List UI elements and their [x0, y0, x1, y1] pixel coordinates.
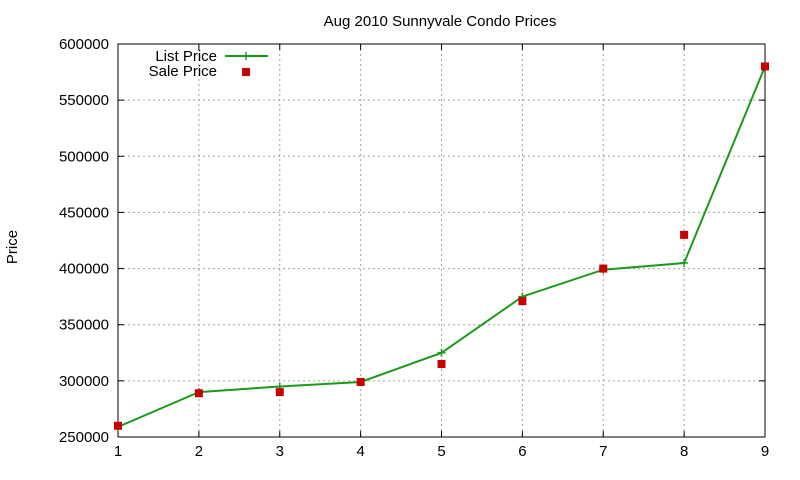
- sale-price-point: [114, 421, 122, 430]
- y-axis-label: Price: [4, 230, 21, 264]
- y-tick-label: 300000: [59, 373, 109, 390]
- y-tick-label: 400000: [59, 261, 109, 278]
- sale-price-point: [437, 360, 446, 369]
- sale-price-point: [761, 62, 769, 71]
- list-price-point: [437, 348, 446, 357]
- y-tick-label: 450000: [59, 204, 109, 221]
- x-tick-label: 4: [356, 443, 364, 460]
- sale-price-point: [194, 389, 203, 398]
- sale-price-point: [275, 388, 284, 397]
- y-tick-label: 350000: [59, 317, 109, 334]
- x-tick-label: 1: [114, 443, 122, 460]
- legend-square-sale-price: [242, 68, 250, 76]
- x-tick-label: 3: [276, 443, 284, 460]
- legend: List Price Sale Price: [149, 48, 268, 80]
- x-tick-label: 6: [518, 443, 526, 460]
- x-tick-label: 8: [680, 443, 688, 460]
- axis-ticks: 250000 300000 350000 400000 450000 500000 5500…: [59, 36, 769, 460]
- x-tick-label: 5: [437, 443, 445, 460]
- sale-price-point: [599, 264, 608, 273]
- legend-label-list-price: List Price: [155, 48, 217, 65]
- list-price-point: [680, 258, 689, 267]
- legend-cross-list-price: [242, 52, 250, 60]
- x-tick-label: 2: [195, 443, 203, 460]
- x-tick-label: 9: [761, 443, 769, 460]
- y-tick-label: 600000: [59, 36, 109, 53]
- sale-price-point: [518, 297, 527, 306]
- chart-title: Aug 2010 Sunnyvale Condo Prices: [324, 13, 557, 30]
- legend-label-sale-price: Sale Price: [149, 63, 217, 80]
- data-series: [114, 62, 769, 431]
- x-tick-label: 7: [599, 443, 607, 460]
- grid-lines: [118, 44, 765, 437]
- y-tick-label: 250000: [59, 429, 109, 446]
- sale-price-point: [356, 377, 365, 386]
- sale-price-point: [680, 230, 689, 239]
- y-tick-label: 550000: [59, 92, 109, 109]
- y-tick-label: 500000: [59, 148, 109, 165]
